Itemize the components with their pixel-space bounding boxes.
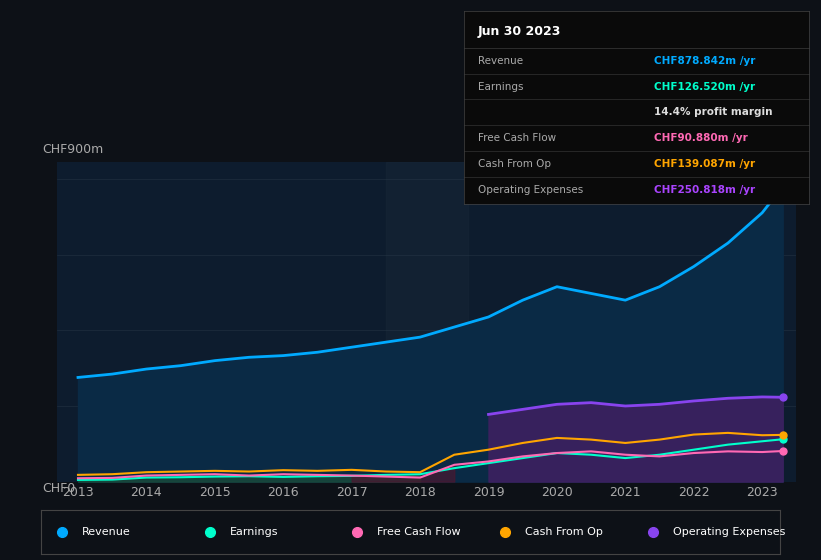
- Text: CHF139.087m /yr: CHF139.087m /yr: [654, 159, 754, 169]
- Text: Earnings: Earnings: [230, 527, 278, 537]
- Text: Free Cash Flow: Free Cash Flow: [478, 133, 556, 143]
- Text: Operating Expenses: Operating Expenses: [478, 185, 583, 194]
- Text: Revenue: Revenue: [82, 527, 131, 537]
- Text: Operating Expenses: Operating Expenses: [673, 527, 785, 537]
- Text: Free Cash Flow: Free Cash Flow: [378, 527, 461, 537]
- Text: Cash From Op: Cash From Op: [525, 527, 603, 537]
- Text: Jun 30 2023: Jun 30 2023: [478, 25, 561, 38]
- Text: CHF90.880m /yr: CHF90.880m /yr: [654, 133, 747, 143]
- Text: CHF0: CHF0: [43, 482, 76, 494]
- Text: Revenue: Revenue: [478, 56, 523, 66]
- Text: CHF900m: CHF900m: [43, 143, 104, 156]
- Text: CHF878.842m /yr: CHF878.842m /yr: [654, 56, 754, 66]
- Text: Cash From Op: Cash From Op: [478, 159, 551, 169]
- Text: Earnings: Earnings: [478, 82, 523, 91]
- Bar: [386, 162, 468, 482]
- Text: CHF126.520m /yr: CHF126.520m /yr: [654, 82, 754, 91]
- Text: CHF250.818m /yr: CHF250.818m /yr: [654, 185, 754, 194]
- Text: 14.4% profit margin: 14.4% profit margin: [654, 108, 772, 117]
